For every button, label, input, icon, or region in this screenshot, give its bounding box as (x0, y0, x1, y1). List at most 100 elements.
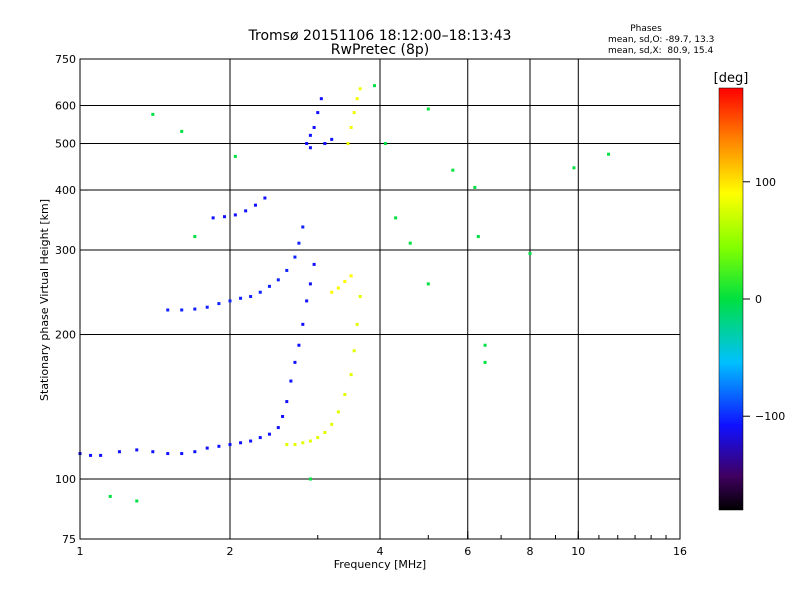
data-point (258, 436, 262, 440)
data-point (228, 443, 232, 447)
data-point (349, 125, 353, 129)
data-point (408, 241, 412, 245)
y-tick-label: 75 (62, 533, 76, 546)
x-tick-label: 6 (464, 545, 471, 558)
colorbar-tick-label: 0 (755, 293, 762, 306)
data-point (205, 305, 209, 309)
data-point (276, 278, 280, 282)
x-tick-label: 2 (227, 545, 234, 558)
data-point (349, 373, 353, 377)
data-point (301, 322, 305, 326)
x-tick-label: 8 (527, 545, 534, 558)
stats-title: Phases (630, 24, 662, 34)
data-point (249, 295, 253, 299)
grid-lines (80, 59, 680, 539)
data-point (228, 299, 232, 303)
data-point (276, 426, 280, 430)
data-point (293, 360, 297, 364)
data-point (180, 452, 184, 456)
x-tick-label: 4 (377, 545, 384, 558)
data-point (205, 446, 209, 450)
y-tick-label: 600 (55, 100, 76, 113)
data-point (166, 308, 170, 312)
data-point (180, 129, 184, 133)
data-point (135, 448, 139, 452)
data-point (312, 125, 316, 129)
data-point (308, 439, 312, 443)
data-point (305, 299, 309, 303)
data-point (476, 235, 480, 239)
data-point (253, 203, 257, 207)
data-point (607, 152, 611, 156)
y-tick-label: 300 (55, 244, 76, 257)
data-point (336, 410, 340, 414)
data-point (358, 87, 362, 91)
colorbar-tick-label: −100 (755, 410, 785, 423)
data-point (244, 209, 248, 213)
data-point (217, 302, 221, 306)
data-point (330, 290, 334, 294)
data-point (308, 282, 312, 286)
x-tick-label: 16 (673, 545, 687, 558)
data-point (483, 360, 487, 364)
colorbar-label: [deg] (714, 71, 749, 86)
data-point (285, 268, 289, 272)
data-point (233, 154, 237, 158)
data-point (483, 343, 487, 347)
data-point (323, 142, 327, 146)
x-tick-label: 10 (571, 545, 585, 558)
x-axis-label: Frequency [MHz] (334, 558, 426, 571)
data-point (451, 168, 455, 172)
data-point (312, 262, 316, 266)
data-point (308, 146, 312, 150)
y-tick-label: 500 (55, 138, 76, 151)
data-point (336, 286, 340, 290)
data-point (301, 225, 305, 229)
colorbar: [deg] 100 0 −100 (714, 71, 785, 511)
data-point (267, 284, 271, 288)
data-point (308, 133, 312, 137)
data-point (301, 441, 305, 445)
data-point (258, 290, 262, 294)
data-point (373, 84, 377, 88)
y-tick-label: 750 (55, 53, 76, 66)
data-point (193, 307, 197, 311)
data-point (293, 443, 297, 447)
data-point (193, 235, 197, 239)
data-point (308, 477, 312, 481)
data-point (239, 296, 243, 300)
colorbar-ticks: 100 0 −100 (743, 176, 785, 423)
data-point (108, 494, 112, 498)
data-point (285, 400, 289, 404)
data-point (352, 111, 356, 115)
data-point (355, 97, 359, 101)
chart-subtitle: RwPretec (8p) (331, 42, 429, 58)
data-point (193, 450, 197, 454)
data-point (316, 436, 320, 440)
data-point (473, 185, 477, 189)
data-point (289, 379, 293, 383)
data-point (166, 452, 170, 456)
chart-title: Tromsø 20151106 18:12:00–18:13:43 (248, 28, 512, 44)
x-axis: 1 2 4 6 8 10 16 (77, 531, 687, 558)
y-axis: 75 100 200 300 400 500 600 750 (55, 53, 88, 546)
data-point (151, 112, 155, 116)
x-tick-label: 1 (77, 545, 84, 558)
data-point (319, 97, 323, 101)
data-point (89, 453, 93, 457)
y-axis-label: Stationary phase Virtual Height [km] (38, 199, 51, 401)
data-point (233, 213, 237, 217)
data-point (349, 274, 353, 278)
stats-o: mean, sd,O: -89.7, 13.3 (608, 35, 714, 45)
data-point (383, 142, 387, 146)
data-point (323, 431, 327, 435)
data-point (211, 216, 215, 220)
data-point (117, 450, 121, 454)
data-point (528, 252, 532, 256)
data-point (352, 349, 356, 353)
data-point (343, 279, 347, 283)
colorbar-gradient (718, 87, 744, 511)
data-point (316, 111, 320, 115)
data-point (343, 393, 347, 397)
data-point (346, 142, 350, 146)
